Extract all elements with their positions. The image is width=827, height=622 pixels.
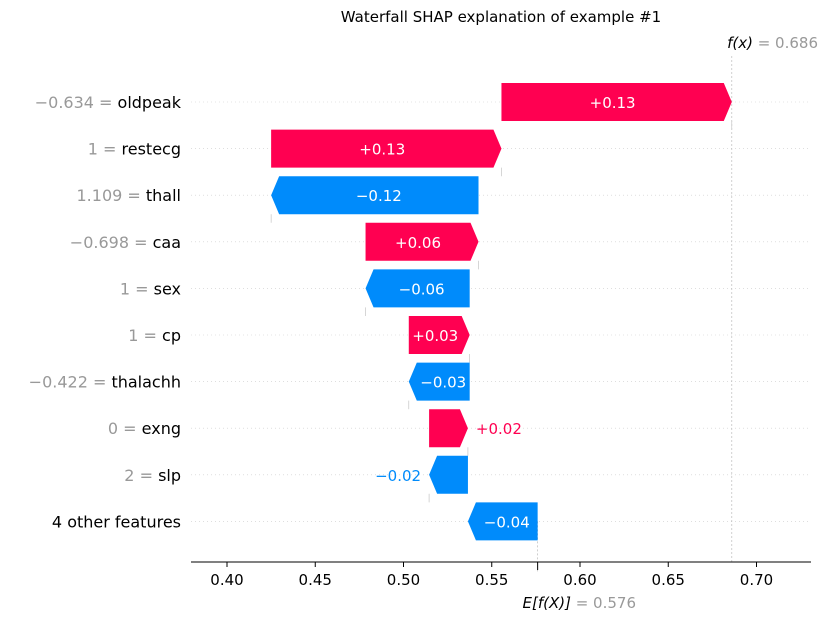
feature-value: 2 = [124,466,158,485]
bar-value-label: −0.02 [375,467,421,485]
feature-label: 1 = restecg [88,140,181,159]
feature-label: 0 = exng [108,419,181,438]
x-tick-label: 0.50 [387,571,420,589]
feature-name: oldpeak [118,93,182,112]
feature-name: caa [153,233,181,252]
feature-label: −0.634 = oldpeak [35,93,182,112]
feature-label: −0.422 = thalachh [29,373,181,392]
feature-label: 2 = slp [124,466,181,485]
bar-value-label: +0.02 [476,420,522,438]
feature-name: restecg [122,140,181,159]
feature-value: −0.698 = [70,233,153,252]
feature-value: 1 = [128,326,162,345]
bar-slp [429,455,468,494]
x-axis: 0.40 0.45 0.50 0.55 0.60 0.65 0.70 [191,561,811,589]
feature-name: slp [158,466,181,485]
fx-label: f(x) = 0.686 [727,34,818,52]
feature-name: 4 other features [52,512,181,531]
fx-symbol: f(x) [727,34,753,52]
feature-name: sex [154,279,181,298]
bar-thalachh [408,362,470,401]
bar-value-label: +0.13 [590,94,636,112]
feature-name: cp [162,326,181,345]
bars-group: +0.13 +0.13 −0.12 +0.06 −0.06 +0.03 −0.03 +0.02… [271,83,732,541]
feature-name: thalachh [111,373,181,392]
base-symbol: E[f(X)] [523,594,572,612]
bar-value-label: −0.04 [484,513,530,531]
fx-value: = 0.686 [753,34,818,52]
feature-label: 1 = sex [120,279,181,298]
base-value: = 0.576 [571,594,636,612]
bar-4-other-features [467,502,538,541]
bar-exng [429,409,468,448]
feature-value: 1 = [120,279,154,298]
base-value-label: E[f(X)] = 0.576 [523,594,637,612]
feature-name: exng [142,419,181,438]
chart-title: Waterfall SHAP explanation of example #1 [341,8,661,26]
bar-value-label: −0.06 [399,280,445,298]
x-tick-label: 0.40 [210,571,243,589]
bar-value-label: +0.13 [359,141,405,159]
x-tick-label: 0.60 [563,571,596,589]
bar-sex [365,269,470,308]
bar-oldpeak [501,83,732,121]
bar-value-label: −0.03 [420,374,466,392]
bar-caa [365,222,479,261]
x-tick-label: 0.65 [652,571,685,589]
base-text: E[f(X)] = 0.576 [523,594,637,612]
feature-value: 1.109 = [77,186,146,205]
fx-text: f(x) = 0.686 [727,34,818,52]
feature-label: 1.109 = thall [77,186,182,205]
bar-value-label: +0.03 [412,327,458,345]
bar-thall [271,176,479,215]
bar-value-label: −0.12 [356,187,402,205]
feature-value: 0 = [108,419,142,438]
feature-labels: −0.634 = oldpeak 1 = restecg 1.109 = thall… [29,93,182,531]
x-tick-label: 0.70 [740,571,773,589]
feature-label: 1 = cp [128,326,181,345]
bar-cp [408,316,470,354]
feature-label: −0.698 = caa [70,233,181,252]
x-tick-label: 0.45 [299,571,332,589]
x-tick-label: 0.55 [475,571,508,589]
feature-value: 1 = [88,140,122,159]
feature-value: −0.422 = [29,373,112,392]
bar-restecg [271,129,502,168]
bar-value-label: +0.06 [395,234,441,252]
feature-name: thall [146,186,181,205]
feature-value: −0.634 = [35,93,118,112]
feature-label: 4 other features [52,512,181,531]
